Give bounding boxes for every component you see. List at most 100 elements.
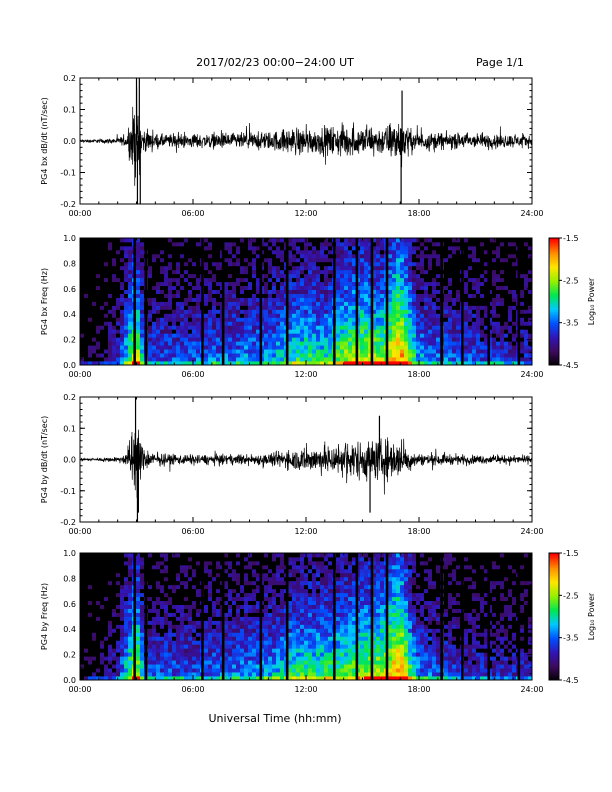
spectrogram-cell <box>420 269 425 275</box>
spectrogram-cell <box>176 668 181 673</box>
spectrogram-cell <box>432 269 437 275</box>
data-gap-bar <box>487 238 490 365</box>
spectrogram-cell <box>128 556 133 562</box>
spectrogram-cell <box>180 564 185 570</box>
spectrogram-cell <box>168 257 173 263</box>
spectrogram-cell <box>216 313 221 318</box>
spectrogram-cell <box>252 269 257 275</box>
spectrogram-cell <box>496 301 501 306</box>
spectrogram-cell <box>176 289 181 294</box>
spectrogram-cell <box>504 269 509 275</box>
spectrogram-cell <box>168 576 173 582</box>
spectrogram-cell <box>148 616 153 621</box>
spectrogram-cell <box>204 297 209 302</box>
spectrogram-cell <box>420 305 425 310</box>
spectrogram-cell <box>360 273 365 279</box>
spectrogram-cell <box>480 305 485 310</box>
spectrogram-cell <box>176 553 181 558</box>
spectrogram-cell <box>192 289 197 294</box>
spectrogram-cell <box>232 317 237 322</box>
spectrogram-cell <box>368 317 373 322</box>
spectrogram-cell <box>152 672 157 677</box>
spectrogram-cell <box>424 285 429 290</box>
spectrogram-cell <box>160 337 165 342</box>
spectrogram-cell <box>192 345 197 350</box>
spectrogram-cell <box>448 249 453 255</box>
spectrogram-cell <box>140 644 145 649</box>
spectrogram-cell <box>156 317 161 322</box>
colorbar-segment <box>549 267 559 271</box>
spectrogram-cell <box>96 600 101 605</box>
spectrogram-cell <box>156 640 161 645</box>
spectrogram-cell <box>468 309 473 314</box>
spectrogram-cell <box>140 281 145 287</box>
spectrogram-cell <box>108 556 113 562</box>
spectrogram-cell <box>472 241 477 247</box>
spectrogram-cell <box>112 604 117 609</box>
spectrogram-cell <box>412 297 417 302</box>
spectrogram-cell <box>252 357 257 362</box>
spectrogram-cell <box>136 341 141 346</box>
spectrogram-cell <box>80 281 85 287</box>
spectrogram-cell <box>272 253 277 259</box>
spectrogram-cell <box>392 317 397 322</box>
spectrogram-cell <box>372 305 377 310</box>
spectrogram-cell <box>528 269 533 275</box>
spectrogram-cell <box>428 361 433 366</box>
spectrogram-cell <box>120 556 125 562</box>
spectrogram-cell <box>444 361 449 366</box>
spectrogram-cell <box>464 297 469 302</box>
spectrogram-cell <box>216 297 221 302</box>
spectrogram-cell <box>484 289 489 294</box>
spectrogram-cell <box>156 636 161 641</box>
spectrogram-cell <box>436 337 441 342</box>
spectrogram-cell <box>140 313 145 318</box>
spectrogram-cell <box>120 592 125 598</box>
spectrogram-cell <box>160 321 165 326</box>
spectrogram-cell <box>520 273 525 279</box>
spectrogram-cell <box>116 592 121 598</box>
spectrogram-cell <box>392 257 397 263</box>
spectrogram-cell <box>372 253 377 259</box>
spectrogram-cell <box>344 249 349 255</box>
spectrogram-cell <box>428 305 433 310</box>
spectrogram-cell <box>156 580 161 586</box>
spectrogram-cell <box>388 361 393 366</box>
spectrogram-cell <box>88 584 93 590</box>
spectrogram-cell <box>344 313 349 318</box>
spectrogram-cell <box>424 273 429 279</box>
spectrogram-cell <box>176 269 181 275</box>
spectrogram-cell <box>324 333 329 338</box>
spectrogram-cell <box>88 608 93 613</box>
spectrogram-cell <box>476 301 481 306</box>
spectrogram-cell <box>100 553 105 558</box>
spectrogram-cell <box>96 676 101 681</box>
spectrogram-cell <box>84 238 89 243</box>
spectrogram-cell <box>288 249 293 255</box>
spectrogram-cell <box>344 349 349 354</box>
spectrogram-cell <box>108 361 113 366</box>
spectrogram-cell <box>340 361 345 366</box>
spectrogram-cell <box>372 317 377 322</box>
spectrogram-cell <box>84 664 89 669</box>
spectrogram-cell <box>248 349 253 354</box>
spectrogram-cell <box>88 648 93 653</box>
spectrogram-cell <box>116 281 121 287</box>
spectrogram-cell <box>184 245 189 251</box>
spectrogram-cell <box>244 349 249 354</box>
spectrogram-cell <box>528 285 533 290</box>
spectrogram-cell <box>140 596 145 602</box>
spectrogram-cell <box>224 329 229 334</box>
spectrogram-cell <box>452 341 457 346</box>
spectrogram-cell <box>128 672 133 677</box>
spectrogram-cell <box>412 361 417 366</box>
spectrogram-cell <box>212 273 217 279</box>
spectrogram-cell <box>380 349 385 354</box>
spectrogram-cell <box>300 253 305 259</box>
spectrogram-cell <box>448 277 453 283</box>
spectrogram-cell <box>336 313 341 318</box>
spectrogram-cell <box>500 253 505 259</box>
spectrogram-cell <box>188 241 193 247</box>
spectrogram-cell <box>400 309 405 314</box>
spectrogram-cell <box>296 277 301 283</box>
